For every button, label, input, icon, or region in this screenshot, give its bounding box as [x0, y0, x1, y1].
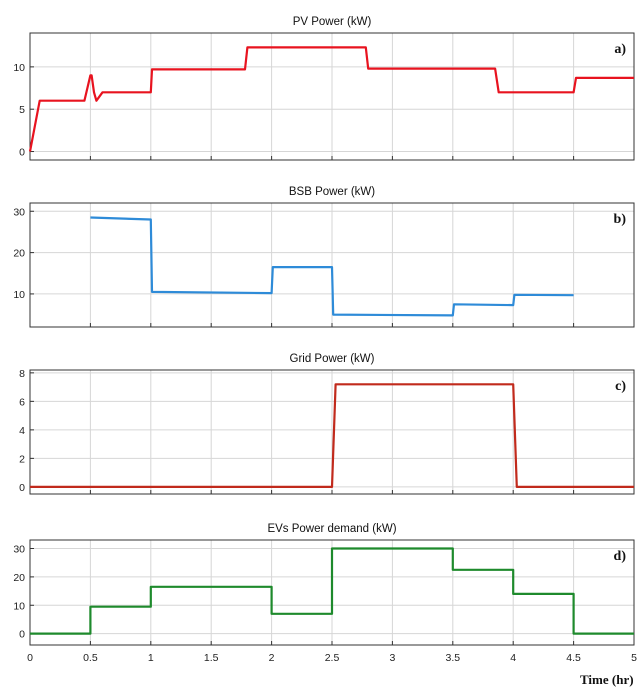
panel-title: PV Power (kW)	[293, 16, 372, 28]
panel-2: 10 20 30 BSB Power (kW) b)	[13, 186, 635, 328]
x-tick-label: 2	[269, 652, 275, 664]
y-tick-label: 30	[13, 206, 25, 218]
panel-title: EVs Power demand (kW)	[267, 523, 396, 535]
x-tick-label: 2.5	[325, 652, 340, 664]
y-tick-label: 30	[13, 544, 25, 556]
y-tick-label: 5	[19, 104, 25, 116]
panel-label: d)	[614, 549, 627, 564]
x-tick-label: 3.5	[445, 652, 460, 664]
y-tick-label: 0	[19, 147, 25, 159]
x-tick-label: 4	[510, 652, 516, 664]
panel-label: c)	[615, 379, 626, 394]
y-tick-label: 6	[19, 396, 25, 408]
y-tick-label: 10	[13, 600, 25, 612]
panel-label: a)	[614, 42, 626, 57]
series-line	[28, 46, 634, 152]
x-axis-label: Time (hr)	[580, 672, 634, 687]
y-tick-label: 10	[13, 289, 25, 301]
panel-1: 0 5 10 PV Power (kW) a)	[13, 16, 635, 161]
series-line	[30, 383, 634, 488]
x-tick-label: 4.5	[566, 652, 581, 664]
x-tick-label: 0	[27, 652, 33, 664]
x-tick-label: 3	[389, 652, 395, 664]
y-tick-label: 8	[19, 368, 25, 380]
panel-4: 0 0.5 1 1.5 2 2.5 3 3.5 4 4.5 5 0 10 20 30 EVs Power de…	[13, 523, 637, 664]
y-tick-label: 0	[19, 629, 25, 641]
y-tick-label: 20	[13, 248, 25, 260]
series-line	[30, 547, 634, 635]
panel-title: BSB Power (kW)	[289, 186, 375, 198]
x-tick-label: 0.5	[83, 652, 98, 664]
panel-label: b)	[614, 212, 627, 227]
x-tick-label: 5	[631, 652, 637, 664]
y-tick-label: 0	[19, 482, 25, 494]
panel-title: Grid Power (kW)	[290, 353, 375, 365]
x-tick-label: 1.5	[204, 652, 219, 664]
y-tick-label: 2	[19, 453, 25, 465]
series-line	[90, 216, 574, 317]
x-tick-label: 1	[148, 652, 154, 664]
y-tick-label: 10	[13, 62, 25, 74]
y-tick-label: 4	[19, 425, 25, 437]
panel-3: 0 2 4 6 8 Grid Power (kW) c)	[19, 353, 635, 495]
y-tick-label: 20	[13, 572, 25, 584]
